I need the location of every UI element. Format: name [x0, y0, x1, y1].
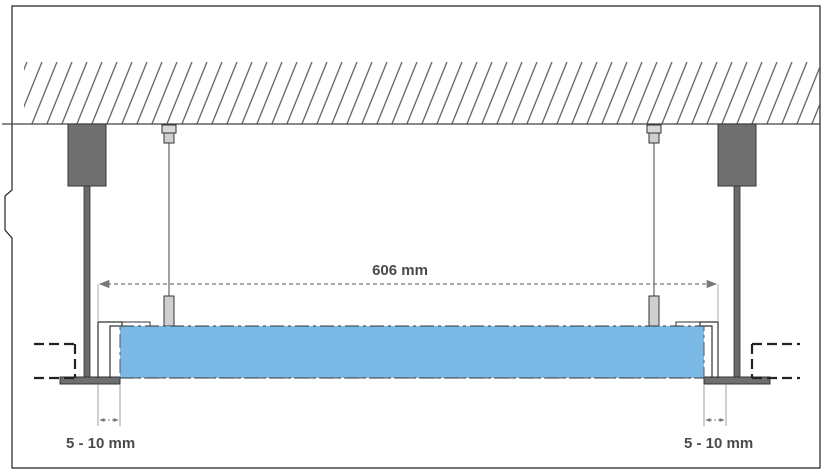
- left-gap-dimension: 5 - 10 mm: [66, 384, 135, 452]
- ceiling-anchor-icon: [646, 124, 662, 144]
- ceiling-slab: [2, 62, 820, 125]
- gap-left-label: 5 - 10 mm: [66, 435, 135, 452]
- right-hanger: [703, 123, 771, 385]
- adjacent-tile-left: [34, 342, 77, 380]
- light-panel: [97, 321, 719, 379]
- ceiling-anchor-icon: [161, 124, 177, 144]
- adjacent-tile-right: [750, 342, 800, 380]
- panel-width-dimension: 606 mm: [97, 258, 719, 322]
- gap-right-label: 5 - 10 mm: [684, 435, 753, 452]
- right-wire-suspension: [646, 124, 662, 327]
- left-hanger: [59, 123, 121, 385]
- left-wire-suspension: [161, 124, 177, 327]
- right-gap-dimension: 5 - 10 mm: [684, 384, 753, 452]
- panel-width-label: 606 mm: [372, 262, 428, 279]
- diagram-frame: [4, 5, 821, 469]
